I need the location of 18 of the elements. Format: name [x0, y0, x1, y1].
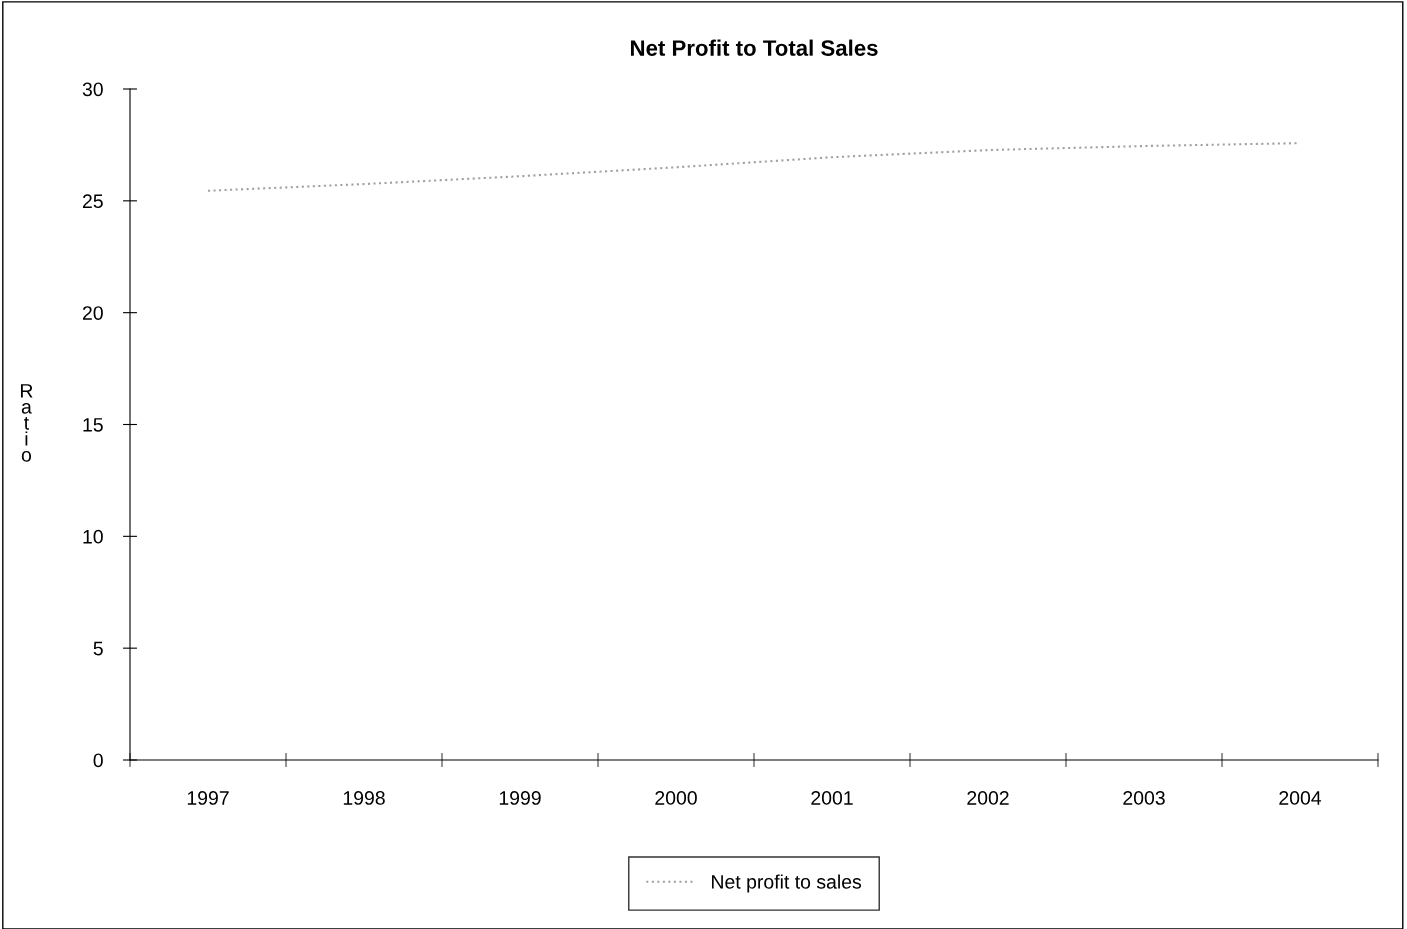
y-tick-label: 20: [82, 306, 103, 320]
x-tick-label: 2004: [1279, 791, 1322, 805]
x-tick-label: 1999: [499, 791, 541, 805]
x-tick-label: 2001: [811, 791, 853, 805]
y-tick-label: 0: [93, 753, 103, 768]
legend-label: Net profit to sales: [712, 874, 862, 893]
y-axis-title: Ratio: [21, 384, 33, 462]
x-tick-label: 2002: [967, 791, 1009, 805]
x-tick-label: 1997: [187, 791, 229, 805]
y-tick-label: 5: [93, 641, 103, 656]
x-tick-label: 2000: [655, 791, 697, 805]
x-tick-label: 1998: [343, 791, 385, 805]
y-tick-label: 30: [82, 82, 103, 97]
y-tick-label: 10: [83, 529, 103, 544]
y-tick-label: 25: [82, 194, 103, 209]
y-tick-label: 15: [83, 418, 103, 432]
x-tick-label: 2003: [1123, 791, 1165, 805]
chart-title: Net Profit to Total Sales: [630, 39, 878, 56]
